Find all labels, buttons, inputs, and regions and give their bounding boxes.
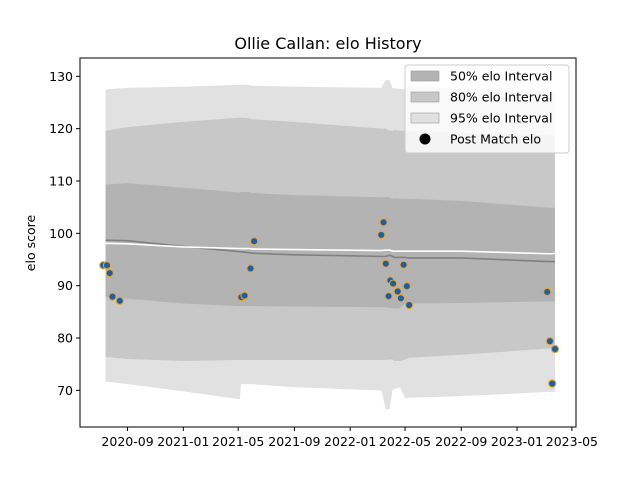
legend-swatch [410, 112, 440, 124]
post-match-elo-point [393, 287, 402, 296]
legend-box [404, 64, 570, 154]
band-50-interval [105, 183, 555, 309]
axes: 70 80 90 100 110 120 130 2020-09 2021-01 2021-05 2… [49, 57, 598, 449]
post-match-elo-point [246, 264, 255, 273]
post-match-elo-point [102, 261, 112, 270]
x-tick-label: 2021-01 [157, 434, 209, 449]
x-tick-label: 2021-05 [212, 434, 264, 449]
post-match-elo-point [548, 379, 557, 388]
median-elo-line [105, 239, 555, 263]
post-match-elo-point [402, 282, 412, 291]
legend-marker [419, 133, 431, 145]
post-match-elo-point [381, 259, 390, 268]
post-match-elo-point [250, 237, 259, 246]
legend-label: Post Match elo [450, 132, 541, 147]
legend-swatch [410, 70, 440, 82]
chart-title: Ollie Callan: elo History [234, 34, 421, 53]
legend-label: 95% elo Interval [450, 111, 552, 126]
post-match-elo-point [384, 291, 393, 301]
y-tick-label: 110 [49, 174, 73, 189]
post-match-elo-point [240, 291, 249, 300]
legend-label: 50% elo Interval [450, 69, 552, 84]
post-match-elo-point [399, 260, 408, 269]
x-tick-label: 2022-09 [435, 434, 487, 449]
post-match-elo-point [108, 292, 117, 301]
y-tick-label: 80 [57, 331, 73, 346]
legend-label: 80% elo Interval [450, 90, 552, 105]
post-match-elo-point [404, 300, 414, 310]
post-match-elo-point [543, 287, 552, 297]
y-tick-label: 70 [57, 383, 73, 398]
x-tick-label: 2023-01 [491, 434, 543, 449]
x-tick-label: 2023-05 [546, 434, 598, 449]
post-match-elo-point [396, 294, 406, 303]
post-match-elo-point [550, 344, 560, 354]
post-match-elo-point [115, 296, 124, 306]
post-match-elo-point [105, 268, 114, 278]
post-match-elo-point [545, 337, 555, 346]
mean-elo-line [105, 242, 556, 255]
x-tick-label: 2022-01 [324, 434, 376, 449]
axes-frame [79, 57, 577, 428]
post-match-elo-point [379, 218, 388, 227]
y-tick-label: 120 [49, 121, 73, 136]
y-tick-label: 130 [49, 69, 73, 84]
x-tick-label: 2021-09 [268, 434, 320, 449]
y-tick-label: 100 [49, 226, 73, 241]
y-axis-label: elo score [23, 215, 38, 272]
x-tick-label: 2022-05 [379, 434, 431, 449]
y-tick-label: 90 [57, 278, 73, 293]
post-match-elo-point [377, 230, 386, 240]
legend-swatch [410, 91, 440, 103]
legend: 50% elo Interval 80% elo Interval 95% elo … [404, 64, 570, 154]
x-tick-label: 2020-09 [101, 434, 153, 449]
plot-area [99, 79, 560, 410]
post-match-elo-point [388, 279, 398, 288]
